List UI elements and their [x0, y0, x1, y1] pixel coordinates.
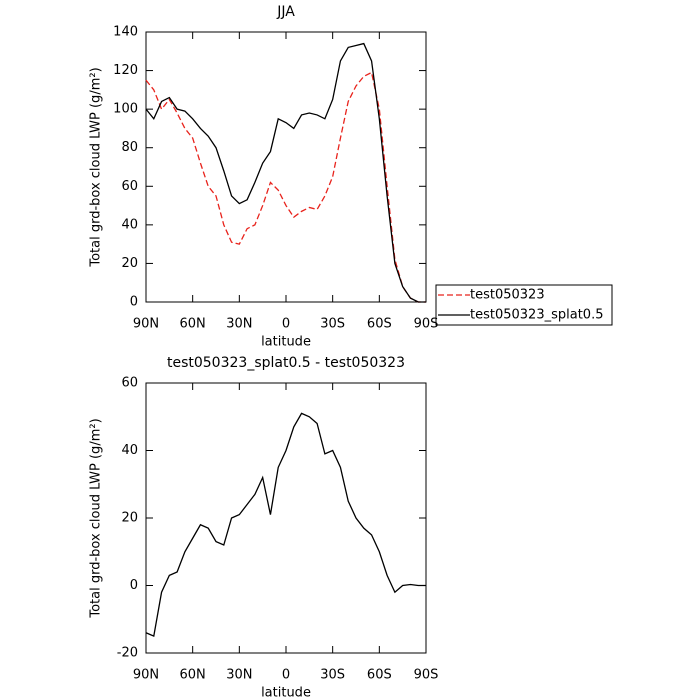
- y-axis-label: Total grd-box cloud LWP (g/m²): [89, 418, 104, 618]
- x-axis-label: latitude: [261, 686, 311, 700]
- y-tick-label: 40: [121, 443, 138, 458]
- legend-label: test050323: [470, 288, 545, 303]
- y-tick-label: 0: [130, 578, 138, 593]
- x-tick-label: 30S: [320, 668, 345, 683]
- x-tick-label: 30N: [226, 668, 252, 683]
- y-tick-label: 80: [121, 140, 138, 155]
- y-tick-label: 20: [121, 511, 138, 526]
- chart-title: JJA: [276, 4, 295, 20]
- x-tick-label: 30S: [320, 317, 345, 332]
- data-line: [145, 42, 426, 303]
- x-tick-label: 0: [282, 317, 290, 332]
- x-tick-label: 90S: [414, 317, 439, 332]
- x-tick-label: 30N: [226, 317, 252, 332]
- x-tick-label: 0: [282, 668, 290, 683]
- y-tick-label: 100: [113, 102, 138, 117]
- y-tick-label: 40: [121, 217, 138, 232]
- y-tick-label: 60: [121, 179, 138, 194]
- x-tick-label: 60S: [367, 317, 392, 332]
- x-tick-label: 90S: [414, 668, 439, 683]
- y-tick-label: 20: [121, 256, 138, 271]
- x-tick-label: 60N: [180, 668, 206, 683]
- x-tick-label: 90N: [133, 668, 159, 683]
- y-tick-label: 120: [113, 63, 138, 78]
- data-line: [145, 71, 426, 303]
- x-tick-label: 90N: [133, 317, 159, 332]
- legend-label: test050323_splat0.5: [470, 308, 603, 323]
- y-tick-label: 0: [130, 295, 138, 310]
- y-axis-label: Total grd-box cloud LWP (g/m²): [89, 67, 104, 267]
- chart-title: test050323_splat0.5 - test050323: [167, 355, 405, 371]
- y-tick-label: -20: [117, 646, 138, 661]
- data-line: [145, 412, 426, 638]
- x-tick-label: 60S: [367, 668, 392, 683]
- legend-box: [435, 284, 613, 326]
- x-axis-label: latitude: [261, 335, 311, 350]
- y-tick-label: 140: [113, 25, 138, 40]
- y-tick-label: 60: [121, 376, 138, 391]
- plot-frame: [145, 382, 427, 654]
- x-tick-label: 60N: [180, 317, 206, 332]
